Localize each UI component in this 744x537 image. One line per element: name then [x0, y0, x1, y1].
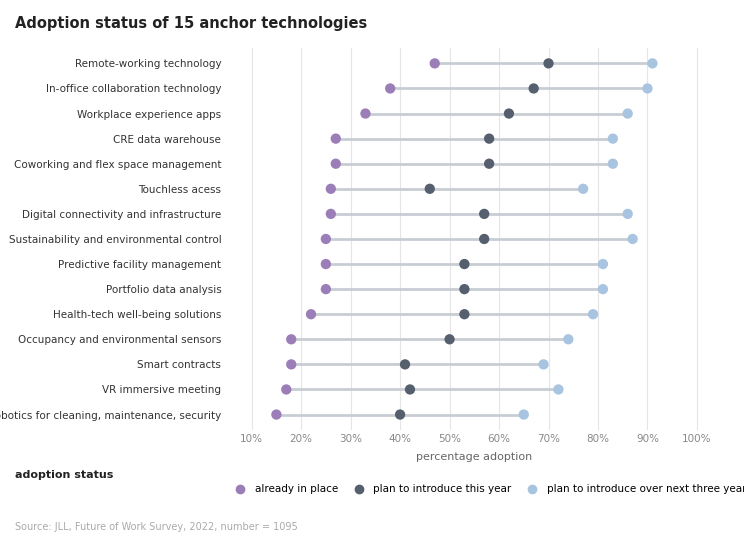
Point [359, 109, 371, 118]
Point [622, 209, 634, 218]
Point [325, 185, 337, 193]
Point [320, 285, 332, 293]
Point [478, 209, 490, 218]
Point [542, 59, 554, 68]
Point [320, 260, 332, 268]
Text: adoption status: adoption status [15, 470, 113, 480]
Point [483, 159, 495, 168]
Point [607, 134, 619, 143]
Point [305, 310, 317, 318]
Point [478, 235, 490, 243]
Point [404, 385, 416, 394]
Text: Adoption status of 15 anchor technologies: Adoption status of 15 anchor technologie… [15, 16, 367, 31]
Point [483, 134, 495, 143]
Point [394, 410, 406, 419]
Point [577, 185, 589, 193]
Legend: already in place, plan to introduce this year, plan to introduce over next three: already in place, plan to introduce this… [230, 484, 744, 495]
Point [320, 235, 332, 243]
Point [538, 360, 550, 369]
Point [429, 59, 440, 68]
X-axis label: percentage adoption: percentage adoption [416, 452, 533, 462]
Point [458, 285, 470, 293]
Point [607, 159, 619, 168]
Point [325, 209, 337, 218]
Point [424, 185, 436, 193]
Point [597, 285, 609, 293]
Point [647, 59, 658, 68]
Point [587, 310, 599, 318]
Point [597, 260, 609, 268]
Point [641, 84, 653, 93]
Point [458, 310, 470, 318]
Point [285, 360, 297, 369]
Point [384, 84, 396, 93]
Point [443, 335, 455, 344]
Point [553, 385, 565, 394]
Point [626, 235, 638, 243]
Point [285, 335, 297, 344]
Point [271, 410, 283, 419]
Point [330, 134, 341, 143]
Point [503, 109, 515, 118]
Point [518, 410, 530, 419]
Text: Source: JLL, Future of Work Survey, 2022, number = 1095: Source: JLL, Future of Work Survey, 2022… [15, 521, 298, 532]
Point [458, 260, 470, 268]
Point [330, 159, 341, 168]
Point [527, 84, 539, 93]
Point [280, 385, 292, 394]
Point [562, 335, 574, 344]
Point [399, 360, 411, 369]
Point [622, 109, 634, 118]
